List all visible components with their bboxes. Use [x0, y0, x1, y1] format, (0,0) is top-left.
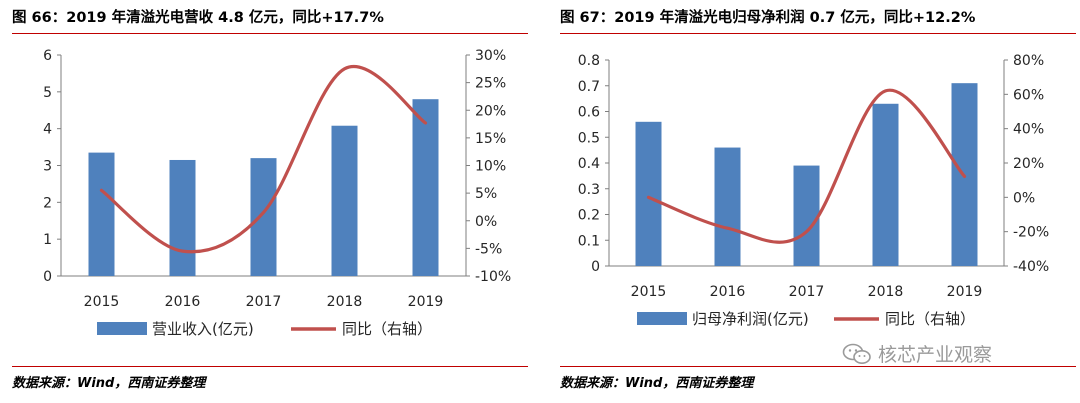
bar-2016 [169, 159, 196, 276]
legend-line-label: 同比（右轴） [885, 310, 975, 328]
figure-67-panel: 图 67：2019 年清溢光电归母净利润 0.7 亿元，同比+12.2% 0 0.… [548, 0, 1080, 403]
x-axis-tick-label: 2015 [84, 294, 120, 310]
right-axis-tick-label: 30% [475, 48, 506, 64]
x-axis-tick-label: 2015 [631, 284, 667, 300]
right-axis-tick-label: 5% [475, 186, 497, 202]
x-axis-tick-label: 2018 [327, 294, 363, 310]
title-rule [560, 33, 1076, 34]
source-rule [560, 366, 1076, 367]
bar-2018 [872, 103, 899, 267]
bar-2015 [88, 152, 115, 276]
x-axis-tick-label: 2019 [947, 284, 983, 300]
left-axis-tick-label: 0.4 [578, 156, 600, 172]
left-axis-tick-label: 3 [43, 159, 52, 175]
source-note: 数据来源：Wind，西南证券整理 [560, 376, 754, 391]
left-axis-tick-label: 6 [43, 48, 52, 64]
legend-bar-swatch [97, 322, 147, 335]
x-axis-tick-label: 2016 [165, 294, 201, 310]
left-axis-tick-label: 1 [43, 232, 52, 248]
legend-bar-label: 归母净利润(亿元) [692, 310, 809, 328]
left-axis-tick-label: 0.1 [578, 233, 600, 249]
legend-bar-swatch [637, 312, 687, 325]
right-axis-tick-label: -10% [475, 269, 511, 285]
x-axis-tick-label: 2017 [789, 284, 825, 300]
right-axis-tick-label: 40% [1013, 122, 1044, 138]
x-axis-tick-label: 2016 [710, 284, 746, 300]
source-note: 数据来源：Wind，西南证券整理 [12, 376, 206, 391]
watermark: 核芯产业观察 [842, 340, 992, 367]
bar-2018 [331, 125, 358, 276]
net-profit-chart: 0 0.1 0.2 0.3 0.4 0.5 0.6 0.7 0.8 -40% -20% 0% 20% 40… [578, 53, 1049, 328]
left-axis-tick-label: 0.2 [578, 208, 600, 224]
right-axis-tick-label: 20% [1013, 156, 1044, 172]
left-axis-tick-label: 0.5 [578, 130, 600, 146]
left-axis-tick-label: 0.7 [578, 79, 600, 95]
x-axis-tick-label: 2017 [246, 294, 282, 310]
figure-66-title: 图 66：2019 年清溢光电营收 4.8 亿元，同比+17.7% [12, 10, 384, 26]
left-axis-tick-label: 0.6 [578, 105, 600, 121]
figure-66-panel: 图 66：2019 年清溢光电营收 4.8 亿元，同比+17.7% 0 1 2 3 4 5… [0, 0, 532, 403]
left-axis-tick-label: 4 [43, 122, 52, 138]
bar-2015 [635, 121, 662, 266]
left-axis-tick-label: 0 [43, 269, 52, 285]
yoy-line [99, 64, 428, 254]
right-axis-tick-label: 0% [1013, 190, 1035, 206]
wechat-icon [842, 343, 872, 365]
left-axis-tick-label: 2 [43, 195, 52, 211]
left-axis-tick-label: 0 [591, 259, 600, 275]
yoy-line [646, 88, 967, 244]
bar-2017 [250, 158, 277, 276]
title-rule [12, 33, 528, 34]
right-axis-tick-label: -5% [475, 241, 502, 257]
right-axis-tick-label: 20% [475, 103, 506, 119]
right-axis-tick-label: -20% [1013, 225, 1049, 241]
figure-67-title: 图 67：2019 年清溢光电归母净利润 0.7 亿元，同比+12.2% [560, 10, 976, 26]
bar-2019 [412, 99, 439, 276]
right-axis-tick-label: 15% [475, 131, 506, 147]
bar-2016 [714, 147, 741, 266]
left-axis-tick-label: 0.8 [578, 53, 600, 69]
x-axis-tick-label: 2019 [408, 294, 444, 310]
x-axis-tick-label: 2018 [868, 284, 904, 300]
revenue-chart: 0 1 2 3 4 5 6 -10% -5% 0% 5% 10% 15% 20% 25% 30% 2015 201… [43, 48, 511, 338]
legend-line-label: 同比（右轴） [342, 320, 432, 338]
source-rule [12, 366, 528, 367]
right-axis-tick-label: 80% [1013, 53, 1044, 69]
right-axis-tick-label: 0% [475, 214, 497, 230]
right-axis-tick-label: 25% [475, 76, 506, 92]
left-axis-tick-label: 5 [43, 85, 52, 101]
right-axis-tick-label: 60% [1013, 87, 1044, 103]
watermark-label: 核芯产业观察 [878, 344, 993, 366]
right-axis-tick-label: -40% [1013, 259, 1049, 275]
legend-bar-label: 营业收入(亿元) [152, 320, 254, 338]
right-axis-tick-label: 10% [475, 159, 506, 175]
left-axis-tick-label: 0.3 [578, 182, 600, 198]
bar-2017 [793, 165, 820, 266]
